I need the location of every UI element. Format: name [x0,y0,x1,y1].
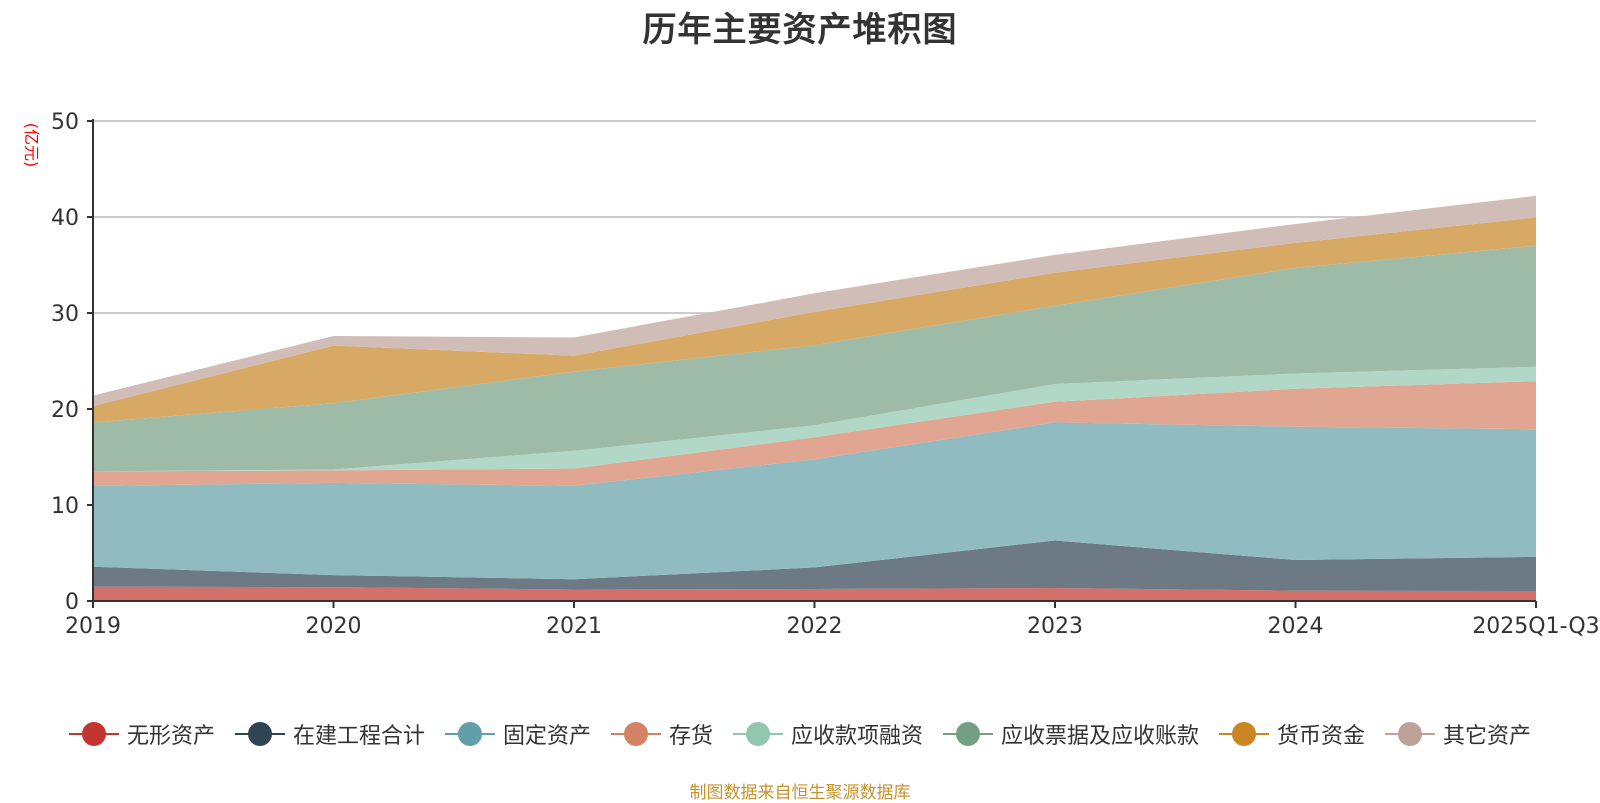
x-tick-label: 2024 [1268,614,1324,639]
y-tick-label: 10 [51,494,79,519]
legend-dot [247,722,272,746]
legend-item-0[interactable]: 无形资产 [68,718,215,750]
area-series-7[interactable] [93,195,1536,407]
legend-label: 应收票据及应收账款 [1001,724,1200,749]
legend-label: 货币资金 [1277,724,1366,749]
source-note: 制图数据来自恒生聚源数据库 [689,783,911,803]
area-series-3[interactable] [93,381,1536,486]
legend-dot [623,722,648,746]
legend-label: 应收款项融资 [791,724,924,749]
legend-label: 存货 [668,724,713,749]
legend-dot [1398,722,1423,746]
x-tick-label: 2025Q1-Q3 [1472,614,1599,639]
y-tick-label: 40 [51,206,79,231]
y-tick-label: 30 [51,302,79,327]
area-series-6[interactable] [93,217,1536,423]
x-tick-label: 2022 [787,614,843,639]
area-series-4[interactable] [93,366,1536,472]
legend-marker-icon [943,722,994,746]
legend-item-2[interactable]: 固定资产 [444,718,591,750]
legend-dot [746,722,770,746]
legend-dot [81,722,106,746]
legend-label: 其它资产 [1443,724,1532,749]
legend-marker-icon [234,722,285,746]
y-axis-unit-label: (亿元) [22,123,41,168]
x-tick-label: 2023 [1027,614,1083,639]
legend-dot [457,722,482,746]
axes: 0 10 20 30 40 50 2019 2020 2021 2022 2023 2024 2025Q… [51,110,1600,639]
legend-item-1[interactable]: 在建工程合计 [234,718,425,750]
legend-marker-icon [1219,722,1270,746]
legend-item-6[interactable]: 货币资金 [1219,718,1365,750]
y-tick-label: 20 [51,398,79,423]
legend-item-4[interactable]: 应收款项融资 [733,718,923,750]
legend-item-3[interactable]: 存货 [610,718,713,750]
legend-item-5[interactable]: 应收票据及应收账款 [943,718,1199,750]
legend-dot [956,722,981,746]
legend: 无形资产 在建工程合计 固定资产 存货 应收款项融资 应收票据及应收账款 货币资金 其它资产 [0,714,1600,754]
area-series-1[interactable] [93,540,1536,592]
x-tick-label: 2021 [546,614,602,639]
legend-item-7[interactable]: 其它资产 [1385,718,1531,750]
chart-title: 历年主要资产堆积图 [642,10,958,50]
y-tick-label: 0 [65,590,79,615]
legend-label: 固定资产 [502,724,591,749]
legend-dot [1232,722,1257,746]
area-series-2[interactable] [93,422,1536,580]
legend-marker-icon [1385,722,1436,746]
legend-marker-icon [444,722,495,746]
x-tick-label: 2020 [306,614,362,639]
legend-marker-icon [610,722,661,746]
legend-label: 无形资产 [126,724,215,749]
legend-label: 在建工程合计 [292,724,425,749]
area-series-0[interactable] [93,586,1536,601]
legend-marker-icon [68,722,119,746]
stacked-areas [93,195,1536,601]
x-tick-label: 2019 [65,614,121,639]
y-tick-label: 50 [51,110,79,135]
area-series-5[interactable] [93,245,1536,472]
legend-marker-icon [733,722,783,746]
